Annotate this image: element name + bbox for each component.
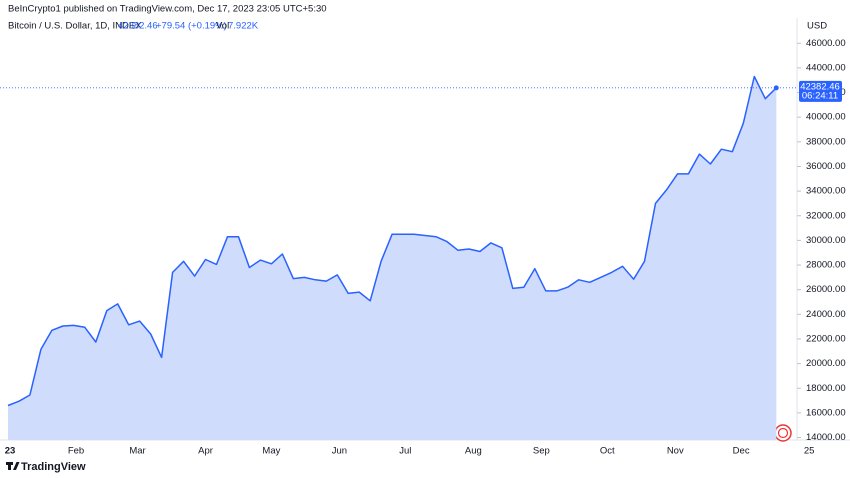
x-tick-label: Jul [399,446,411,457]
y-tick-label: 28000.00 [806,260,846,271]
price-tag [799,80,842,102]
y-tick-label: 18000.00 [806,383,846,394]
symbol-title: Bitcoin / U.S. Dollar, 1D, INDEX [8,21,142,32]
y-tick-label: 16000.00 [806,407,846,418]
x-tick-label: Mar [129,446,145,457]
legend-price: 42382.46 [118,21,158,32]
x-tick-label: Oct [600,446,615,457]
legend-volume-label: Vol [216,21,229,32]
y-tick-label: 40000.00 [806,112,846,123]
y-tick-label: 38000.00 [806,136,846,147]
brand: TradingView [21,461,86,473]
y-tick-label: 30000.00 [806,235,846,246]
legend-volume: 7.922K [228,21,259,32]
x-tick-label: Feb [68,446,84,457]
y-tick-label: 20000.00 [806,358,846,369]
x-tick-label: Apr [198,446,213,457]
brand-logo [6,462,20,470]
area-fill [8,76,777,440]
x-tick-label: Jun [332,446,347,457]
x-tick-label: Sep [533,446,550,457]
x-tick-label: Dec [733,446,750,457]
y-tick-label: 32000.00 [806,210,846,221]
x-tick-label: 23 [5,446,16,457]
x-tick-label: 25 [804,446,815,457]
last-point [773,85,779,91]
y-tick-label: 34000.00 [806,186,846,197]
x-tick-label: Nov [667,446,684,457]
published-note: BeInCrypto1 published on TradingView.com… [8,4,327,15]
price-tag-countdown: 06:24:11 [802,90,838,101]
logo-badge [777,427,789,439]
y-tick-label: 14000.00 [806,432,846,443]
price-tag-value: 42382.46 [800,81,840,92]
y-tick-label: 44000.00 [806,62,846,73]
y-tick-label: 22000.00 [806,333,846,344]
currency: USD [807,21,827,32]
y-tick-label: 26000.00 [806,284,846,295]
legend-change: +79.54 (+0.19%) [156,21,227,32]
x-tick-label: Aug [465,446,482,457]
logo-badge [774,424,792,442]
price-line [7,75,777,407]
y-tick-label: 46000.00 [806,38,846,49]
x-tick-label: May [262,446,280,457]
y-tick-label: 24000.00 [806,309,846,320]
y-tick-label: 36000.00 [806,161,846,172]
